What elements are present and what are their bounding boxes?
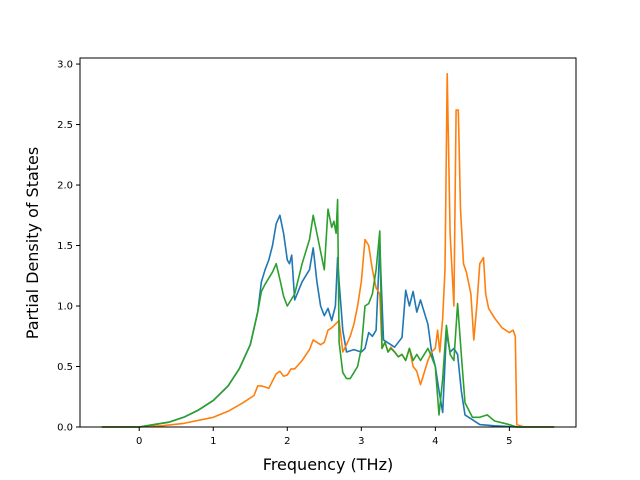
y-tick-label: 0.5 (57, 362, 73, 373)
y-axis-ticks: 0.0 0.5 1.0 1.5 2.0 2.5 3.0 (57, 60, 80, 434)
x-tick-label: 4 (432, 436, 438, 447)
x-axis-ticks: 0 1 2 3 4 5 (136, 427, 513, 447)
x-tick-label: 5 (506, 436, 512, 447)
y-tick-label: 2.5 (57, 120, 73, 131)
x-tick-label: 1 (210, 436, 216, 447)
x-axis-label: Frequency (THz) (263, 455, 393, 474)
x-tick-label: 0 (136, 436, 142, 447)
y-tick-label: 2.0 (57, 181, 73, 192)
y-tick-label: 1.0 (57, 302, 73, 313)
series-layer (101, 72, 555, 428)
plot-frame (79, 57, 577, 428)
x-tick-label: 3 (358, 436, 364, 447)
y-tick-label: 3.0 (57, 60, 73, 71)
y-tick-label: 0.0 (57, 423, 73, 434)
y-tick-label: 1.5 (57, 241, 73, 252)
x-tick-label: 2 (284, 436, 290, 447)
y-axis-label: Partial Density of States (23, 147, 42, 339)
series-line-3 (101, 198, 555, 428)
